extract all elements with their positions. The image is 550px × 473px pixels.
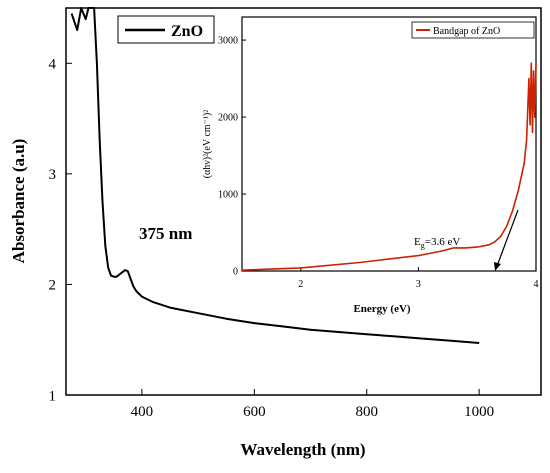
y-tick-label: 1000 [218,190,238,201]
inset-background [242,17,536,271]
series-line [241,62,537,271]
bandgap-arrowhead [494,262,501,271]
main-legend: ZnO [117,15,215,44]
inset-legend-box [411,21,535,39]
inset-x-axis-label: Energy (eV) [353,303,410,315]
bandgap-annotation-sub: g [421,241,425,250]
y-tick-label: 1 [49,388,57,404]
y-tick-label: 2 [49,278,57,294]
inset-legend-label: Bandgap of ZnO [433,26,500,37]
x-tick-label: 800 [355,404,378,420]
y-tick-label: 0 [233,267,238,278]
x-tick-label: 1000 [464,404,494,420]
main-axes: 400 600 800 1000 1 2 3 4 [49,57,495,420]
main-series-group [70,7,480,344]
x-tick-label: 600 [243,404,266,420]
bandgap-tangent-line [496,209,519,267]
main-x-axis-label: Wavelength (nm) [240,440,365,459]
bandgap-annotation-text: Eg=3.6 eV [414,236,460,250]
bandgap-annotation: Eg=3.6 eV [414,209,519,271]
main-y-axis-label: Absorbance (a.u) [9,139,28,264]
inset-series-group [241,62,537,271]
inset-plot-frame [241,16,537,272]
main-legend-label: ZnO [171,23,203,40]
inset-y-axis-label: (αhν)²(eV cm⁻¹)² [202,110,213,179]
series-line [70,7,480,344]
main-plot-frame [65,7,542,396]
y-tick-label: 3000 [218,36,238,47]
x-tick-label: 3 [416,279,421,290]
y-tick-label: 4 [49,57,57,73]
x-tick-label: 400 [131,404,154,420]
inset-axes: 2 3 4 0 1000 2000 3000 [218,36,539,290]
y-tick-label: 2000 [218,113,238,124]
inset-legend: Bandgap of ZnO [411,21,535,39]
y-tick-label: 3 [49,167,57,183]
x-tick-label: 2 [298,279,303,290]
bandgap-annotation-e: E [414,236,421,248]
peak-annotation: 375 nm [139,224,192,243]
bandgap-annotation-rest: =3.6 eV [425,236,461,248]
x-tick-label: 4 [534,279,539,290]
